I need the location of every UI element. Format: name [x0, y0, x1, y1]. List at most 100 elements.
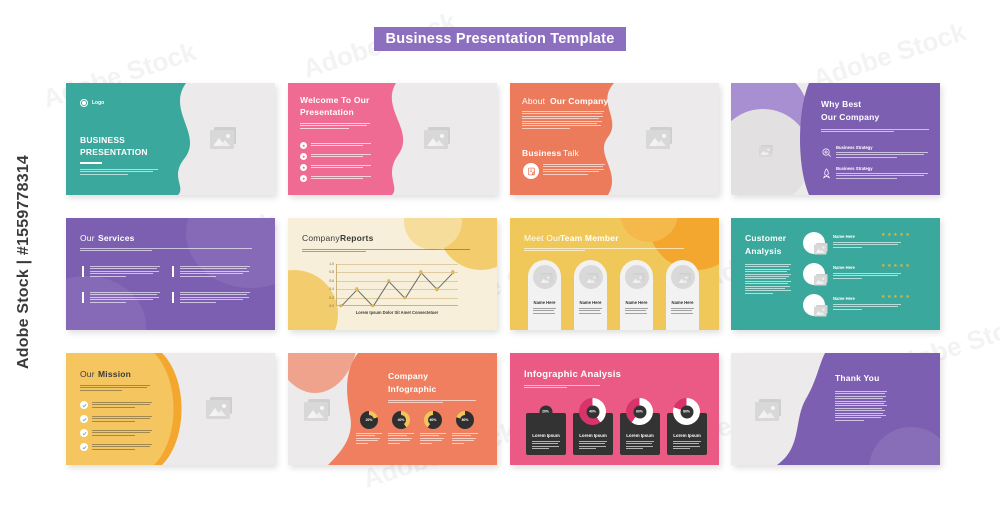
body-text [388, 400, 476, 405]
chart-data-point [355, 287, 359, 291]
subtitle-body-text [543, 164, 605, 176]
bullet-icon [300, 142, 307, 149]
slide-infographic-analysis[interactable]: Infographic Analysis Lorem Ipsum 20% Lor… [510, 353, 719, 465]
slide-about-our-company[interactable]: About Our Company Business Talk [510, 83, 719, 195]
info-card[interactable]: Lorem Ipsum [526, 413, 566, 455]
slide-subtitle-light: Talk [563, 148, 579, 158]
service-accent-bar [172, 266, 174, 277]
star-rating: ★ ★ ★ ★ ★ [881, 294, 910, 300]
purple-wave-shape [777, 353, 940, 465]
body-text [821, 129, 929, 134]
service-accent-bar [82, 292, 84, 303]
slide-title-light: Our [80, 369, 95, 379]
y-tick-label: 0.4 [329, 287, 334, 292]
check-icon [80, 415, 88, 423]
slide-title-line2: Analysis [745, 246, 782, 256]
donut-chart: 40% [392, 411, 410, 429]
info-card-label: Lorem Ipsum [626, 433, 654, 438]
title-underline [80, 162, 102, 164]
check-icon [80, 443, 88, 451]
y-tick-label: 0.0 [329, 304, 334, 308]
salmon-wave-shape [328, 353, 497, 465]
slide-customer-analysis[interactable]: Customer Analysis Name Here ★ ★ ★ ★ ★ Name H… [731, 218, 940, 330]
slide-title-line2: Presentation [300, 107, 354, 117]
slide-company-infographic[interactable]: Company Infographic 20% 40% 60% 80% [288, 353, 497, 465]
body-text [80, 248, 252, 253]
slide-company-reports[interactable]: Company Reports 1.0 0.8 0.6 0.4 0.2 0.0 … [288, 218, 497, 330]
check-icon [80, 401, 88, 409]
info-card[interactable]: Lorem Ipsum [620, 413, 660, 455]
info-card-label: Lorem Ipsum [579, 433, 607, 438]
donut-chart: 80% [456, 411, 474, 429]
slide-title-bold: Reports [340, 233, 374, 243]
donut-label: 20% [539, 405, 552, 418]
star-rating: ★ ★ ★ ★ ★ [881, 263, 910, 269]
team-member-card[interactable]: Name Here [528, 260, 561, 330]
donut-chart: 40% [579, 398, 606, 425]
bullet-icon [300, 153, 307, 160]
slide-title-line2: Our Company [821, 112, 880, 122]
slide-title-line1: Customer [745, 233, 787, 243]
purple-panel-shape [800, 83, 940, 195]
y-tick-label: 1.0 [329, 262, 334, 266]
team-member-card[interactable]: Name Here [666, 260, 699, 330]
y-tick-label: 0.6 [329, 278, 334, 283]
slide-welcome-to-our-presentation[interactable]: Welcome To Our Presentation [288, 83, 497, 195]
chart-xlabel: Lorem Ipsum Dolor Sit Amet Consectetuer [355, 310, 439, 315]
donut-label: 40% [396, 415, 406, 425]
slide-our-mission[interactable]: Our Mission [66, 353, 275, 465]
chart-data-point [371, 304, 375, 308]
body-text [745, 264, 791, 295]
chart-axes [336, 264, 458, 306]
chart-data-point [435, 287, 439, 291]
chart-data-point [419, 270, 423, 275]
slide-title-light: Company [302, 233, 340, 243]
body-text [522, 111, 604, 130]
slide-title: Thank You [835, 373, 880, 383]
review-name: Name Here [833, 234, 855, 239]
donut-chart: 20% [532, 398, 559, 425]
slide-title-bold: Our Company [550, 96, 609, 106]
avatar [803, 263, 828, 286]
orange-curve-shape [66, 353, 182, 465]
body-text [80, 169, 158, 176]
team-member-card[interactable]: Name Here [574, 260, 607, 330]
slide-title-bold: Mission [98, 369, 132, 379]
rocket-icon [821, 166, 832, 184]
body-text [835, 391, 887, 422]
slide-our-services[interactable]: Our Services [66, 218, 275, 330]
logo-label: Logo [92, 100, 105, 106]
check-icon [80, 429, 88, 437]
body-text [302, 249, 470, 254]
slide-title-bold: Team Member [560, 233, 619, 243]
page-title: Business Presentation Template [385, 31, 615, 47]
line-chart: 1.0 0.8 0.6 0.4 0.2 0.0 Lorem Ipsum Dolo… [329, 262, 458, 315]
info-card-label: Lorem Ipsum [673, 433, 701, 438]
bullet-icon [300, 175, 307, 182]
y-tick-label: 0.2 [329, 295, 334, 300]
slide-subtitle-bold: Business [522, 148, 562, 158]
review-name: Name Here [833, 296, 855, 301]
donut-label: 80% [460, 415, 470, 425]
teal-wave-shape [66, 83, 191, 195]
slide-title-light: About [522, 96, 546, 106]
body-text [300, 123, 370, 130]
team-member-card[interactable]: Name Here [620, 260, 653, 330]
review-name: Name Here [833, 265, 855, 270]
body-text [80, 385, 150, 392]
donut-label: 60% [633, 405, 646, 418]
slide-meet-our-team-member[interactable]: Meet Our Team Member Name Here Name Here… [510, 218, 719, 330]
donut-label: 40% [586, 405, 599, 418]
target-search-icon [821, 145, 832, 163]
team-member-name: Name Here [625, 300, 648, 305]
slide-business-presentation[interactable]: Logo BUSINESS PRESENTATION [66, 83, 275, 195]
bullet-icon [300, 164, 307, 171]
slide-why-best-our-company[interactable]: Why Best Our Company Business Strategy B… [731, 83, 940, 195]
donut-chart: 80% [673, 398, 700, 425]
slide-title-line1: Company [388, 371, 429, 381]
slide-title-light: Meet Our [524, 233, 562, 243]
slide-thank-you[interactable]: Thank You [731, 353, 940, 465]
slide-title-bold: Services [98, 233, 135, 243]
slide-title-line1: Welcome To Our [300, 95, 370, 105]
